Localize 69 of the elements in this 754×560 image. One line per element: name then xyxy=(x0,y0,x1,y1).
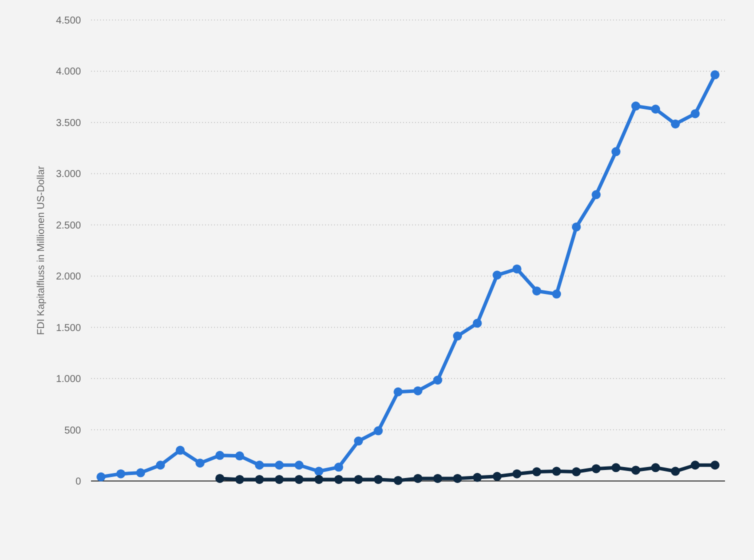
point xyxy=(136,468,146,478)
point xyxy=(413,474,422,483)
point xyxy=(572,467,581,476)
point xyxy=(254,474,264,484)
point xyxy=(631,102,640,111)
point xyxy=(235,474,244,484)
point xyxy=(394,387,403,396)
point xyxy=(433,376,442,385)
point xyxy=(156,460,165,470)
point xyxy=(592,190,601,200)
y-tick-label: 0 xyxy=(75,476,82,488)
point xyxy=(710,70,720,80)
point xyxy=(631,466,640,475)
point xyxy=(651,104,660,114)
point xyxy=(512,264,522,274)
point xyxy=(96,472,106,482)
point xyxy=(532,286,542,296)
point xyxy=(274,460,284,470)
point xyxy=(334,462,344,472)
point xyxy=(254,460,264,470)
y-axis-title: FDI Kapitalfluss in Millionen US-Dollar xyxy=(36,165,47,335)
point xyxy=(690,460,700,470)
point xyxy=(215,474,224,483)
point xyxy=(314,466,324,476)
point xyxy=(472,318,482,328)
point xyxy=(492,270,502,280)
point xyxy=(235,451,244,460)
point xyxy=(354,474,363,484)
point xyxy=(354,436,363,446)
point xyxy=(176,446,185,455)
point xyxy=(690,109,700,118)
point xyxy=(394,476,403,485)
point xyxy=(374,426,383,436)
y-tick-label: 500 xyxy=(64,425,82,436)
point xyxy=(710,460,720,470)
y-tick-label: 2.000 xyxy=(56,272,82,283)
point xyxy=(433,474,442,483)
y-tick-label: 2.500 xyxy=(56,220,82,232)
point xyxy=(592,464,601,474)
point xyxy=(116,469,126,478)
y-tick-label: 3.500 xyxy=(56,118,82,129)
y-tick-label: 1.500 xyxy=(56,322,82,334)
point xyxy=(611,147,620,156)
y-tick-label: 4.000 xyxy=(56,66,82,78)
point xyxy=(611,463,620,472)
point xyxy=(670,466,680,476)
point xyxy=(453,332,462,341)
point xyxy=(413,386,422,396)
point xyxy=(512,469,522,478)
point xyxy=(572,222,581,232)
point xyxy=(492,472,502,481)
point xyxy=(472,472,482,482)
point xyxy=(552,290,562,299)
point xyxy=(294,460,304,470)
point xyxy=(374,474,383,484)
y-tick-label: 4.500 xyxy=(56,16,82,26)
point xyxy=(196,458,205,468)
point xyxy=(651,463,660,472)
point xyxy=(215,450,224,460)
point xyxy=(532,467,542,476)
point xyxy=(314,474,324,484)
point xyxy=(274,474,284,484)
point xyxy=(552,466,562,476)
point xyxy=(294,474,304,484)
point xyxy=(670,119,680,128)
y-tick-label: 1.000 xyxy=(56,374,82,386)
point xyxy=(453,474,462,483)
point xyxy=(334,474,344,484)
y-tick-label: 3.000 xyxy=(56,169,82,180)
